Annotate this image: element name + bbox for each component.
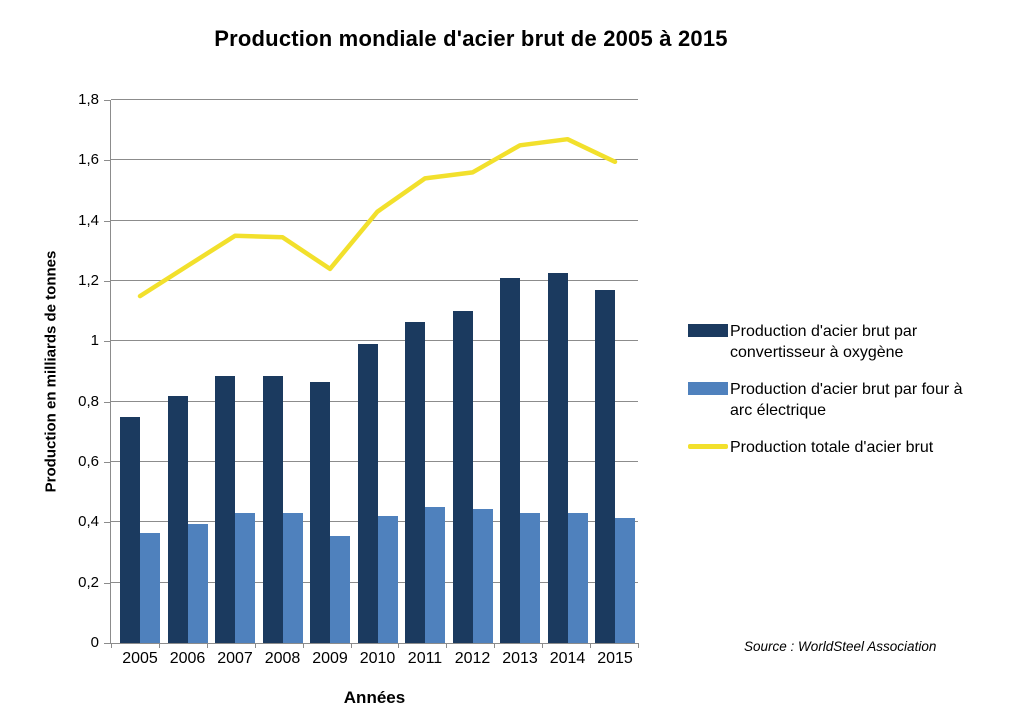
x-axis-tick xyxy=(590,643,592,648)
legend-label: Production totale d'acier brut xyxy=(730,439,934,456)
bar-eaf-2010 xyxy=(377,516,398,643)
x-axis-tick xyxy=(158,643,160,648)
bar-eaf-2012 xyxy=(472,508,493,643)
y-axis-line xyxy=(110,100,111,644)
total-production-line xyxy=(137,136,618,299)
x-axis-tick xyxy=(638,643,639,648)
bar-eaf-2011 xyxy=(425,507,445,643)
y-tick-label: 0 xyxy=(90,634,99,651)
x-axis-tick xyxy=(302,643,304,648)
y-axis-tick xyxy=(104,462,111,463)
y-axis-tick xyxy=(104,281,111,282)
gridline-y-1,2 xyxy=(111,280,638,281)
x-axis-tick xyxy=(494,643,496,648)
legend-label: Production d'acier brut par four à arc é… xyxy=(730,381,963,419)
bar-oxygen-2008 xyxy=(262,376,283,643)
x-cat-label-2008: 2008 xyxy=(264,650,301,667)
chart-title: Production mondiale d'acier brut de 2005… xyxy=(214,26,728,51)
bar-oxygen-2009 xyxy=(310,382,330,643)
x-axis-tick xyxy=(350,643,352,648)
y-axis-title: Production en milliards de tonnes xyxy=(40,100,62,643)
x-cat-label-2007: 2007 xyxy=(217,650,253,667)
bar-oxygen-2007 xyxy=(215,376,235,643)
x-cat-label-2005: 2005 xyxy=(122,650,158,667)
x-cat-label-2009: 2009 xyxy=(312,650,348,667)
legend: Production d'acier brut par convertisseu… xyxy=(688,321,988,474)
x-axis-tick xyxy=(111,643,112,648)
y-axis-tick xyxy=(104,522,111,524)
x-cat-label-2006: 2006 xyxy=(169,650,206,667)
x-cat-label-2013: 2013 xyxy=(502,650,538,667)
x-cat-label-2012: 2012 xyxy=(454,650,491,667)
bar-eaf-2008 xyxy=(282,513,303,643)
bar-eaf-2013 xyxy=(520,513,540,643)
y-axis-tick xyxy=(104,401,111,403)
gridline-y-1,4 xyxy=(111,219,638,221)
x-axis-tick xyxy=(446,643,448,648)
y-axis-tick xyxy=(104,643,111,644)
x-cat-label-2015: 2015 xyxy=(597,650,633,667)
bar-eaf-2015 xyxy=(615,517,635,643)
y-tick-label: 0,2 xyxy=(78,573,99,591)
bar-oxygen-2010 xyxy=(357,344,378,643)
y-tick-label: 1,2 xyxy=(78,272,99,289)
source-note: Source : WorldSteel Association xyxy=(744,639,937,654)
y-tick-label: 0,4 xyxy=(78,513,99,531)
y-tick-label: 1,6 xyxy=(78,151,99,169)
bar-eaf-2005 xyxy=(140,532,160,643)
y-axis-tick xyxy=(104,341,111,343)
legend-item-eaf: Production d'acier brut par four à arc é… xyxy=(688,379,988,421)
x-axis-tick xyxy=(206,643,208,648)
gridline-y-1,6 xyxy=(111,159,638,161)
y-axis-tick xyxy=(104,100,111,101)
bar-eaf-2006 xyxy=(187,523,208,643)
y-tick-label: 1,4 xyxy=(78,211,99,229)
bar-eaf-2007 xyxy=(235,513,255,643)
x-cat-label-2014: 2014 xyxy=(549,650,586,667)
y-axis-tick xyxy=(104,220,111,222)
gridline-y-1 xyxy=(111,340,638,342)
legend-item-oxygen: Production d'acier brut par convertisseu… xyxy=(688,321,988,363)
legend-line-swatch xyxy=(688,444,728,449)
total-line-layer xyxy=(137,136,618,299)
x-axis-line xyxy=(111,643,638,644)
legend-label: Production d'acier brut par convertisseu… xyxy=(730,323,918,361)
x-axis-tick xyxy=(542,643,544,648)
plot-area: 2005 2006 2007 2008 2009 2010 2011 2012 2013 2014… xyxy=(111,99,639,667)
bar-oxygen-2013 xyxy=(500,277,520,643)
x-cat-label-2011: 2011 xyxy=(407,650,443,667)
x-axis-title: Années xyxy=(343,688,406,707)
y-tick-label: 0,6 xyxy=(78,453,99,470)
y-axis-tick xyxy=(104,160,111,162)
legend-bar-swatch xyxy=(688,324,728,337)
bar-oxygen-2015 xyxy=(595,290,615,643)
bar-oxygen-2006 xyxy=(167,395,188,643)
y-tick-label: 0,8 xyxy=(78,392,99,410)
bar-oxygen-2012 xyxy=(452,311,473,643)
bar-oxygen-2014 xyxy=(547,273,568,643)
bar-eaf-2014 xyxy=(567,513,588,643)
legend-bar-swatch xyxy=(688,382,728,395)
bar-oxygen-2011 xyxy=(405,321,425,643)
y-tick-label: 1 xyxy=(90,332,99,350)
x-cat-label-2010: 2010 xyxy=(359,650,396,667)
y-tick-label: 1,8 xyxy=(78,91,99,108)
bar-eaf-2009 xyxy=(330,535,350,643)
x-axis-tick xyxy=(254,643,256,648)
legend-item-total: Production totale d'acier brut xyxy=(688,437,988,458)
y-axis-tick xyxy=(104,582,111,584)
bar-oxygen-2005 xyxy=(120,416,140,643)
x-axis-tick xyxy=(398,643,400,648)
gridline-y-1,8 xyxy=(111,99,638,100)
